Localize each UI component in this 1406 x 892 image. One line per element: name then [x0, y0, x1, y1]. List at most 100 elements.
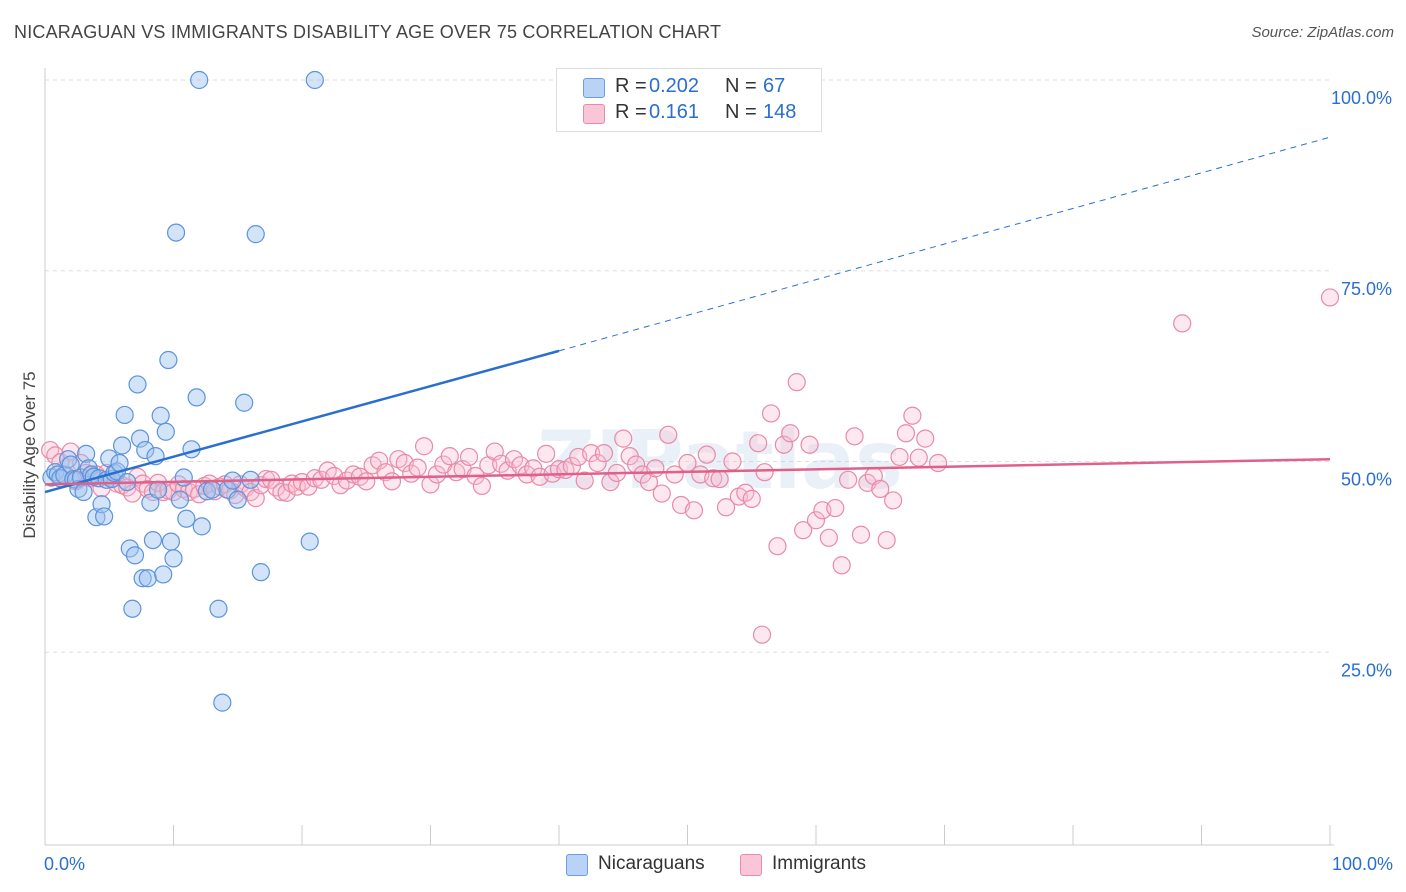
bottom-legend-label-immigrants: Immigrants	[772, 853, 866, 874]
immigrants-point	[752, 625, 772, 644]
immigrants-point	[916, 429, 935, 448]
immigrants-point	[896, 424, 916, 443]
nicaraguans-point	[151, 406, 170, 425]
immigrants-point	[890, 447, 909, 467]
legend-n-value-nicaraguans: 67	[763, 75, 786, 97]
nicaraguans-point	[305, 70, 324, 90]
y-tick-label: 75.0%	[1341, 279, 1392, 299]
immigrants-point	[903, 406, 922, 425]
immigrants-point	[723, 452, 742, 471]
immigrants-point	[781, 424, 800, 443]
legend-swatch-nicaraguans	[583, 78, 605, 98]
immigrants-point	[1320, 288, 1340, 307]
nicaraguans-point	[125, 546, 145, 565]
watermark-text: ZIPatlas	[537, 414, 903, 507]
immigrants-point	[710, 469, 729, 489]
nicaraguans-point	[154, 565, 173, 584]
immigrants-point	[832, 556, 851, 575]
immigrants-point	[774, 435, 793, 454]
immigrants-point	[472, 476, 491, 496]
nicaraguans-point	[148, 480, 168, 499]
nicaraguans-point	[228, 490, 247, 509]
immigrants-point	[370, 451, 389, 470]
immigrants-point	[845, 427, 864, 446]
immigrants-point	[646, 459, 665, 478]
nicaraguans-point	[174, 468, 193, 487]
x-tick-label-max: 100.0%	[1332, 854, 1393, 874]
immigrants-point	[440, 447, 459, 466]
nicaraguans-point	[74, 482, 93, 502]
y-tick-label: 100.0%	[1331, 88, 1392, 108]
axes	[44, 68, 1334, 846]
nicaraguans-point	[112, 436, 132, 455]
nicaraguans-point	[156, 422, 175, 441]
nicaraguans-point	[128, 375, 147, 394]
immigrants-points	[41, 288, 1340, 644]
immigrants-point	[614, 429, 633, 448]
immigrants-point	[761, 404, 781, 423]
nicaraguans-point	[115, 405, 134, 425]
immigrants-point	[357, 472, 376, 491]
nicaraguans-point	[130, 429, 150, 448]
axis-labels: 25.0% 50.0% 75.0% 100.0% 0.0% 100.0% Disabilit…	[20, 88, 1393, 874]
immigrants-point	[414, 437, 434, 456]
immigrants-point	[659, 425, 678, 444]
immigrants-point	[742, 489, 761, 508]
immigrants-point	[652, 484, 671, 503]
legend-r-value-immigrants: 0.161	[649, 101, 700, 123]
nicaraguans-trend-line	[44, 349, 560, 494]
nicaraguans-point	[161, 532, 181, 551]
immigrants-point	[819, 528, 838, 547]
nicaraguans-point	[235, 393, 254, 412]
immigrants-point	[794, 521, 813, 540]
bottom-legend-label-nicaraguans: Nicaraguans	[598, 853, 705, 874]
immigrants-point	[575, 471, 594, 490]
nicaraguans-point	[159, 350, 178, 370]
bottom-legend-swatch-nicaraguans	[566, 854, 588, 876]
legend-r-label: R =	[615, 75, 647, 97]
immigrants-point	[582, 444, 601, 463]
nicaraguans-point	[77, 444, 96, 463]
immigrants-point	[665, 465, 684, 484]
nicaraguans-point	[170, 490, 190, 509]
nicaraguans-point	[213, 693, 232, 712]
nicaraguans-points	[42, 70, 324, 712]
immigrants-point	[877, 530, 896, 550]
immigrants-point	[138, 479, 157, 499]
nicaraguans-point	[138, 569, 157, 588]
immigrants-point	[851, 525, 871, 544]
immigrants-point	[839, 470, 858, 489]
nicaraguans-point	[136, 440, 155, 460]
immigrants-point	[928, 453, 948, 473]
nicaraguans-point	[246, 225, 265, 244]
nicaraguans-point	[190, 70, 209, 90]
nicaraguans-point	[166, 223, 186, 242]
immigrants-point	[768, 537, 787, 556]
y-tick-label: 50.0%	[1341, 470, 1392, 490]
immigrants-point	[41, 440, 60, 460]
immigrants-point	[684, 501, 704, 520]
legend-n-label: N =	[725, 101, 757, 123]
legend-swatch-immigrants	[583, 104, 605, 124]
x-tick-label-min: 0.0%	[44, 854, 85, 874]
grid-lines	[45, 79, 1330, 653]
chart-title: NICARAGUAN VS IMMIGRANTS DISABILITY AGE …	[14, 22, 722, 42]
nicaraguans-point	[123, 599, 142, 618]
immigrants-point	[871, 479, 890, 499]
chart-source: Source: ZipAtlas.com	[1251, 24, 1394, 41]
immigrants-point	[408, 458, 427, 477]
immigrants-point	[427, 465, 447, 484]
trend-lines	[44, 136, 1331, 494]
immigrants-point	[755, 463, 774, 482]
watermark: ZIPatlas	[537, 414, 903, 507]
nicaraguans-point	[143, 530, 163, 550]
nicaraguans-point	[133, 569, 152, 588]
bottom-legend-swatch-immigrants	[740, 854, 762, 876]
nicaraguans-point	[192, 517, 211, 536]
immigrants-point	[382, 472, 402, 491]
legend-n-value-immigrants: 148	[763, 101, 797, 123]
nicaraguans-point	[300, 532, 319, 551]
y-axis-title: Disability Age Over 75	[20, 371, 39, 538]
immigrants-point	[537, 444, 556, 463]
legend-n-label: N =	[725, 75, 757, 97]
